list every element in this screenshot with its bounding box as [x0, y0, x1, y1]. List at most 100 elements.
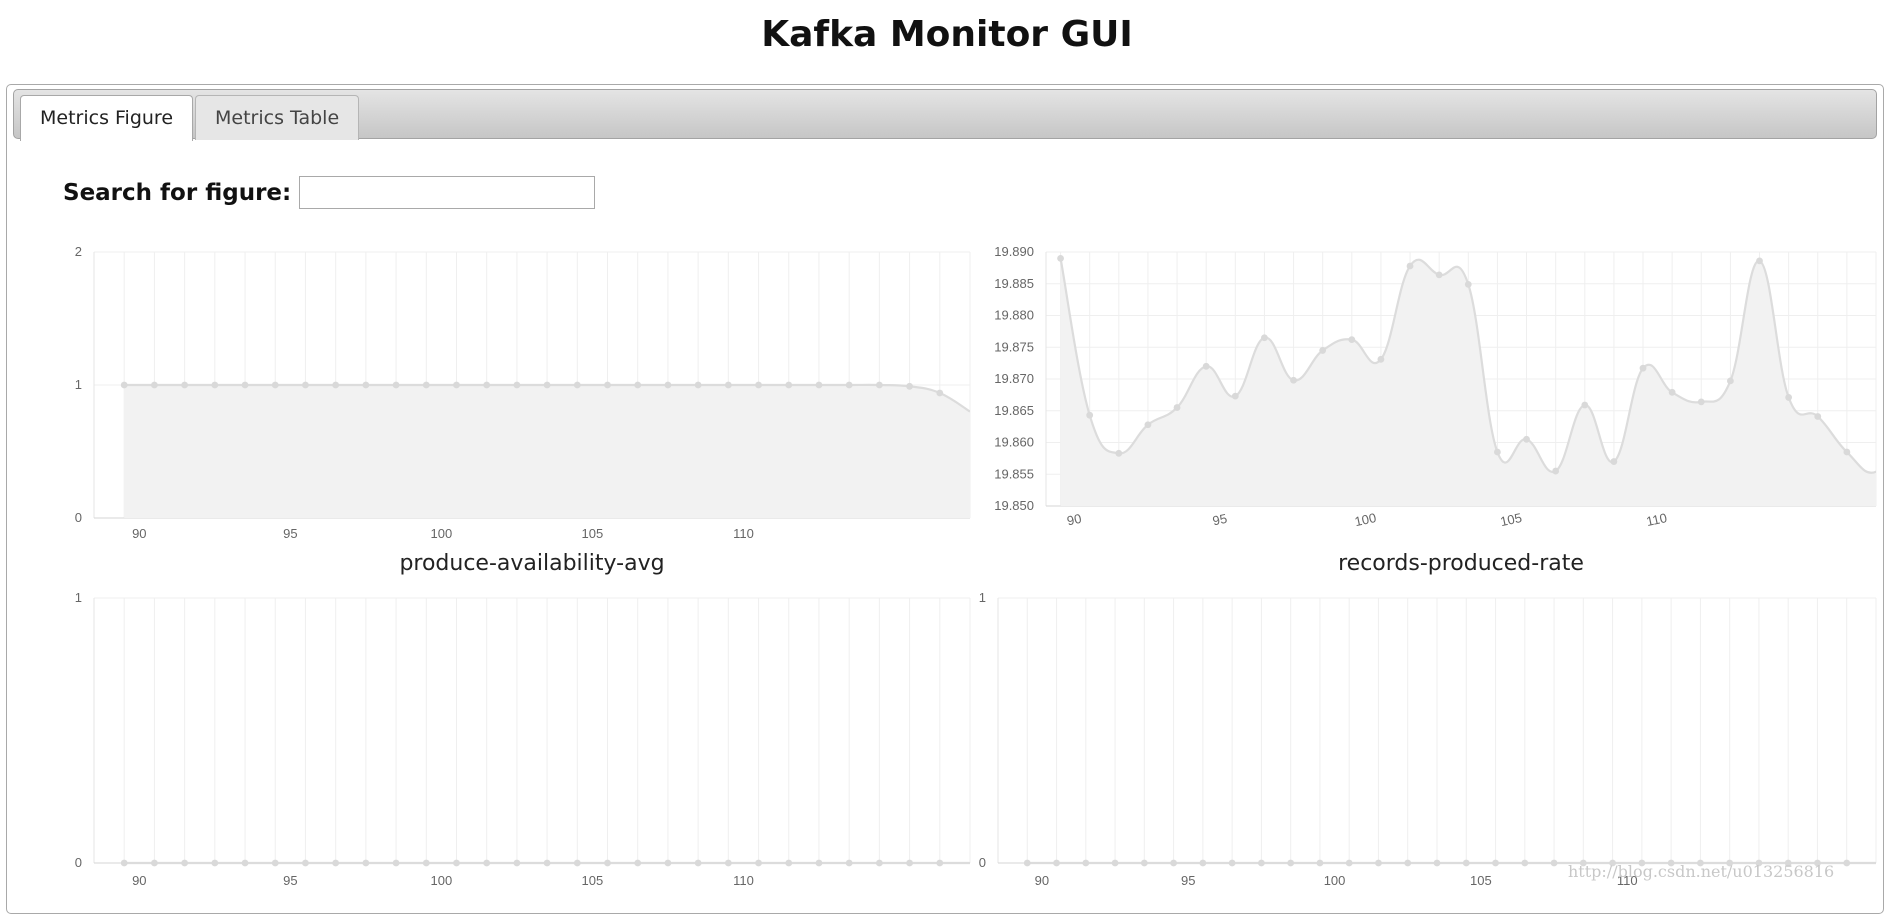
data-point[interactable]	[483, 859, 491, 867]
data-point[interactable]	[392, 381, 400, 389]
data-point[interactable]	[1668, 388, 1676, 396]
data-point[interactable]	[1023, 859, 1031, 867]
data-point[interactable]	[271, 381, 279, 389]
search-input[interactable]	[299, 176, 596, 209]
data-point[interactable]	[1231, 392, 1239, 400]
data-point[interactable]	[936, 859, 944, 867]
data-point[interactable]	[875, 381, 883, 389]
data-point[interactable]	[1319, 347, 1327, 354]
data-point[interactable]	[453, 859, 460, 867]
data-point[interactable]	[724, 859, 732, 867]
data-point[interactable]	[543, 381, 551, 389]
data-point[interactable]	[1521, 859, 1529, 867]
data-point[interactable]	[1697, 859, 1704, 867]
data-point[interactable]	[906, 382, 913, 390]
data-point[interactable]	[513, 381, 521, 389]
data-point[interactable]	[1435, 271, 1443, 279]
data-point[interactable]	[1345, 859, 1353, 867]
data-point[interactable]	[1170, 859, 1177, 867]
data-point[interactable]	[302, 859, 309, 867]
data-point[interactable]	[1111, 859, 1119, 867]
data-point[interactable]	[1492, 859, 1499, 867]
data-point[interactable]	[332, 381, 340, 389]
data-point[interactable]	[1494, 448, 1501, 456]
data-point[interactable]	[1404, 859, 1412, 867]
data-point[interactable]	[1550, 859, 1558, 867]
data-point[interactable]	[513, 859, 521, 867]
data-point[interactable]	[1086, 411, 1094, 419]
data-point[interactable]	[1316, 859, 1324, 867]
data-point[interactable]	[906, 859, 913, 867]
data-point[interactable]	[1843, 448, 1851, 456]
data-point[interactable]	[1173, 404, 1181, 411]
data-point[interactable]	[785, 381, 793, 389]
data-point[interactable]	[1433, 859, 1441, 867]
data-point[interactable]	[694, 381, 702, 389]
data-point[interactable]	[845, 381, 853, 389]
data-point[interactable]	[875, 859, 883, 867]
data-point[interactable]	[1115, 449, 1123, 457]
data-point[interactable]	[181, 859, 189, 867]
data-point[interactable]	[604, 859, 611, 867]
data-point[interactable]	[1144, 421, 1152, 429]
data-point[interactable]	[664, 381, 672, 389]
data-point[interactable]	[1697, 398, 1705, 406]
data-point[interactable]	[1579, 859, 1587, 867]
data-point[interactable]	[422, 859, 430, 867]
data-point[interactable]	[1814, 413, 1822, 420]
data-point[interactable]	[755, 859, 762, 867]
data-point[interactable]	[815, 381, 823, 389]
data-point[interactable]	[422, 381, 430, 389]
data-point[interactable]	[1057, 254, 1064, 262]
data-point[interactable]	[1609, 859, 1616, 867]
data-point[interactable]	[1290, 376, 1297, 384]
data-point[interactable]	[573, 859, 581, 867]
data-point[interactable]	[694, 859, 702, 867]
data-point[interactable]	[332, 859, 340, 867]
data-point[interactable]	[1785, 394, 1793, 401]
tab-metrics-figure[interactable]: Metrics Figure	[20, 95, 194, 141]
data-point[interactable]	[302, 381, 309, 389]
data-point[interactable]	[1814, 859, 1821, 867]
data-point[interactable]	[724, 381, 732, 389]
data-point[interactable]	[1464, 280, 1472, 288]
data-point[interactable]	[120, 859, 128, 867]
data-point[interactable]	[1287, 859, 1295, 867]
data-point[interactable]	[1726, 859, 1734, 867]
tab-metrics-table[interactable]: Metrics Table	[195, 95, 360, 140]
data-point[interactable]	[1375, 859, 1382, 867]
data-point[interactable]	[362, 859, 370, 867]
data-point[interactable]	[1462, 859, 1470, 867]
data-point[interactable]	[1377, 355, 1385, 363]
data-point[interactable]	[1523, 435, 1530, 443]
data-point[interactable]	[1199, 859, 1207, 867]
data-point[interactable]	[151, 381, 158, 389]
data-point[interactable]	[1784, 859, 1792, 867]
data-point[interactable]	[1348, 336, 1356, 344]
data-point[interactable]	[815, 859, 823, 867]
data-point[interactable]	[1667, 859, 1675, 867]
data-point[interactable]	[1228, 859, 1236, 867]
data-point[interactable]	[1756, 257, 1763, 265]
data-point[interactable]	[1581, 401, 1589, 409]
data-point[interactable]	[1726, 377, 1734, 385]
data-point[interactable]	[634, 859, 642, 867]
data-point[interactable]	[1406, 262, 1414, 270]
data-point[interactable]	[1261, 334, 1268, 342]
data-point[interactable]	[211, 381, 219, 389]
data-point[interactable]	[392, 859, 400, 867]
data-point[interactable]	[1638, 859, 1646, 867]
data-point[interactable]	[362, 381, 370, 389]
data-point[interactable]	[241, 381, 249, 389]
data-point[interactable]	[120, 381, 128, 389]
data-point[interactable]	[1755, 859, 1763, 867]
data-point[interactable]	[543, 859, 551, 867]
data-point[interactable]	[271, 859, 279, 867]
data-point[interactable]	[573, 381, 581, 389]
data-point[interactable]	[785, 859, 793, 867]
data-point[interactable]	[1053, 859, 1060, 867]
data-point[interactable]	[1140, 859, 1148, 867]
data-point[interactable]	[664, 859, 672, 867]
data-point[interactable]	[845, 859, 853, 867]
data-point[interactable]	[151, 859, 158, 867]
